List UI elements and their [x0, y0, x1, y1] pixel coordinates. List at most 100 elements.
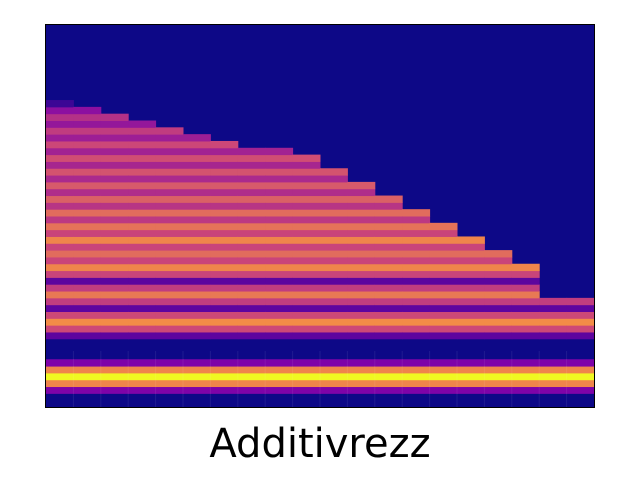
spectrogram-cell [210, 202, 239, 210]
spectrogram-cell [128, 284, 157, 292]
spectrogram-cell [100, 311, 129, 319]
spectrogram-cell [457, 256, 485, 265]
spectrogram-cell [429, 236, 458, 244]
spectrogram-cell [292, 216, 321, 224]
spectrogram-cell [46, 120, 74, 128]
spectrogram-cell [183, 291, 211, 299]
spectrogram-cell [429, 243, 458, 251]
spectrogram-cell [128, 379, 157, 388]
spectrogram-cell [292, 188, 321, 197]
spectrogram-cell [46, 195, 74, 203]
spectrogram-cell [320, 277, 348, 285]
spectrogram-cell [100, 236, 129, 244]
spectrogram-cell [210, 311, 239, 319]
spectrogram-cell [539, 379, 568, 388]
spectrogram-cell [210, 168, 239, 176]
spectrogram-cell [320, 168, 348, 176]
spectrogram-cell [237, 359, 266, 367]
spectrogram-cell [457, 304, 485, 312]
spectrogram-cell [539, 366, 568, 374]
spectrogram-cell [46, 366, 74, 374]
spectrogram-cell [183, 216, 211, 224]
spectrogram-cell [402, 291, 431, 299]
spectrogram-cell [183, 318, 211, 326]
spectrogram-cell [320, 379, 348, 388]
spectrogram-cell [100, 161, 129, 169]
spectrogram-cell [292, 222, 321, 231]
spectrogram-cell [128, 250, 157, 258]
spectrogram-cell [155, 359, 184, 367]
spectrogram-cell [128, 195, 157, 203]
spectrogram-cell [265, 318, 294, 326]
spectrogram-cell [73, 113, 102, 121]
spectrogram-cell [320, 229, 348, 237]
spectrogram-cell [429, 263, 458, 272]
spectrogram-cell [374, 366, 403, 374]
spectrogram-cell [292, 243, 321, 251]
spectrogram-cell [374, 222, 403, 231]
spectrogram-cell [320, 284, 348, 292]
spectrogram-cell [429, 222, 458, 231]
spectrogram-cell [210, 277, 239, 285]
spectrogram-cell [347, 263, 376, 272]
spectrogram-cell [155, 209, 184, 217]
spectrogram-cell [73, 222, 102, 231]
spectrogram-cell [292, 168, 321, 176]
spectrogram-cell [292, 304, 321, 312]
spectrogram-cell [511, 372, 540, 381]
spectrogram-cell [128, 243, 157, 251]
spectrogram-cell [265, 372, 294, 381]
spectrogram-cell [457, 277, 485, 285]
spectrogram-cell [320, 359, 348, 367]
spectrogram-cell [457, 311, 485, 319]
spectrogram-cell [128, 209, 157, 217]
spectrogram-cell [183, 161, 211, 169]
spectrogram-cell [374, 318, 403, 326]
spectrogram-cell [237, 236, 266, 244]
spectrogram-cell [128, 359, 157, 367]
spectrogram-cell [73, 297, 102, 306]
spectrogram-cell [320, 311, 348, 319]
spectrogram-cell [292, 270, 321, 278]
spectrogram-cell [128, 222, 157, 231]
spectrogram-cell [210, 161, 239, 169]
spectrogram-cell [46, 386, 74, 394]
spectrogram-cell [210, 256, 239, 265]
spectrogram-cell [292, 359, 321, 367]
spectrogram-cell [128, 229, 157, 237]
spectrogram-cell [237, 195, 266, 203]
spectrogram-cell [374, 243, 403, 251]
spectrogram-cell [539, 331, 568, 340]
spectrogram-cell [100, 147, 129, 156]
spectrogram-cell [100, 277, 129, 285]
spectrogram-cell [320, 250, 348, 258]
spectrogram-cell [237, 209, 266, 217]
spectrogram-cell [265, 154, 294, 162]
spectrogram-cell [155, 304, 184, 312]
spectrogram-cell [46, 359, 74, 367]
spectrogram-cell [347, 250, 376, 258]
spectrogram-cell [73, 216, 102, 224]
spectrogram-cell [292, 175, 321, 183]
spectrogram-cell [155, 229, 184, 237]
spectrogram-cell [237, 250, 266, 258]
spectrogram-cell [183, 277, 211, 285]
spectrogram-cell [46, 100, 74, 108]
spectrogram-cell [402, 325, 431, 333]
spectrogram-cell [100, 222, 129, 231]
spectrogram-cell [46, 113, 74, 121]
spectrogram-cell [73, 263, 102, 272]
spectrogram-cell [183, 379, 211, 388]
spectrogram-cell [210, 250, 239, 258]
spectrogram-cell [183, 202, 211, 210]
spectrogram-cell [183, 256, 211, 265]
spectrogram-cell [511, 325, 540, 333]
spectrogram-cell [484, 311, 513, 319]
spectrogram-cell [265, 291, 294, 299]
spectrogram-cell [100, 379, 129, 388]
spectrogram-cell [347, 195, 376, 203]
spectrogram-cell [210, 372, 239, 381]
spectrogram-cell [320, 291, 348, 299]
spectrogram-cell [183, 134, 211, 142]
spectrogram-cell [347, 284, 376, 292]
